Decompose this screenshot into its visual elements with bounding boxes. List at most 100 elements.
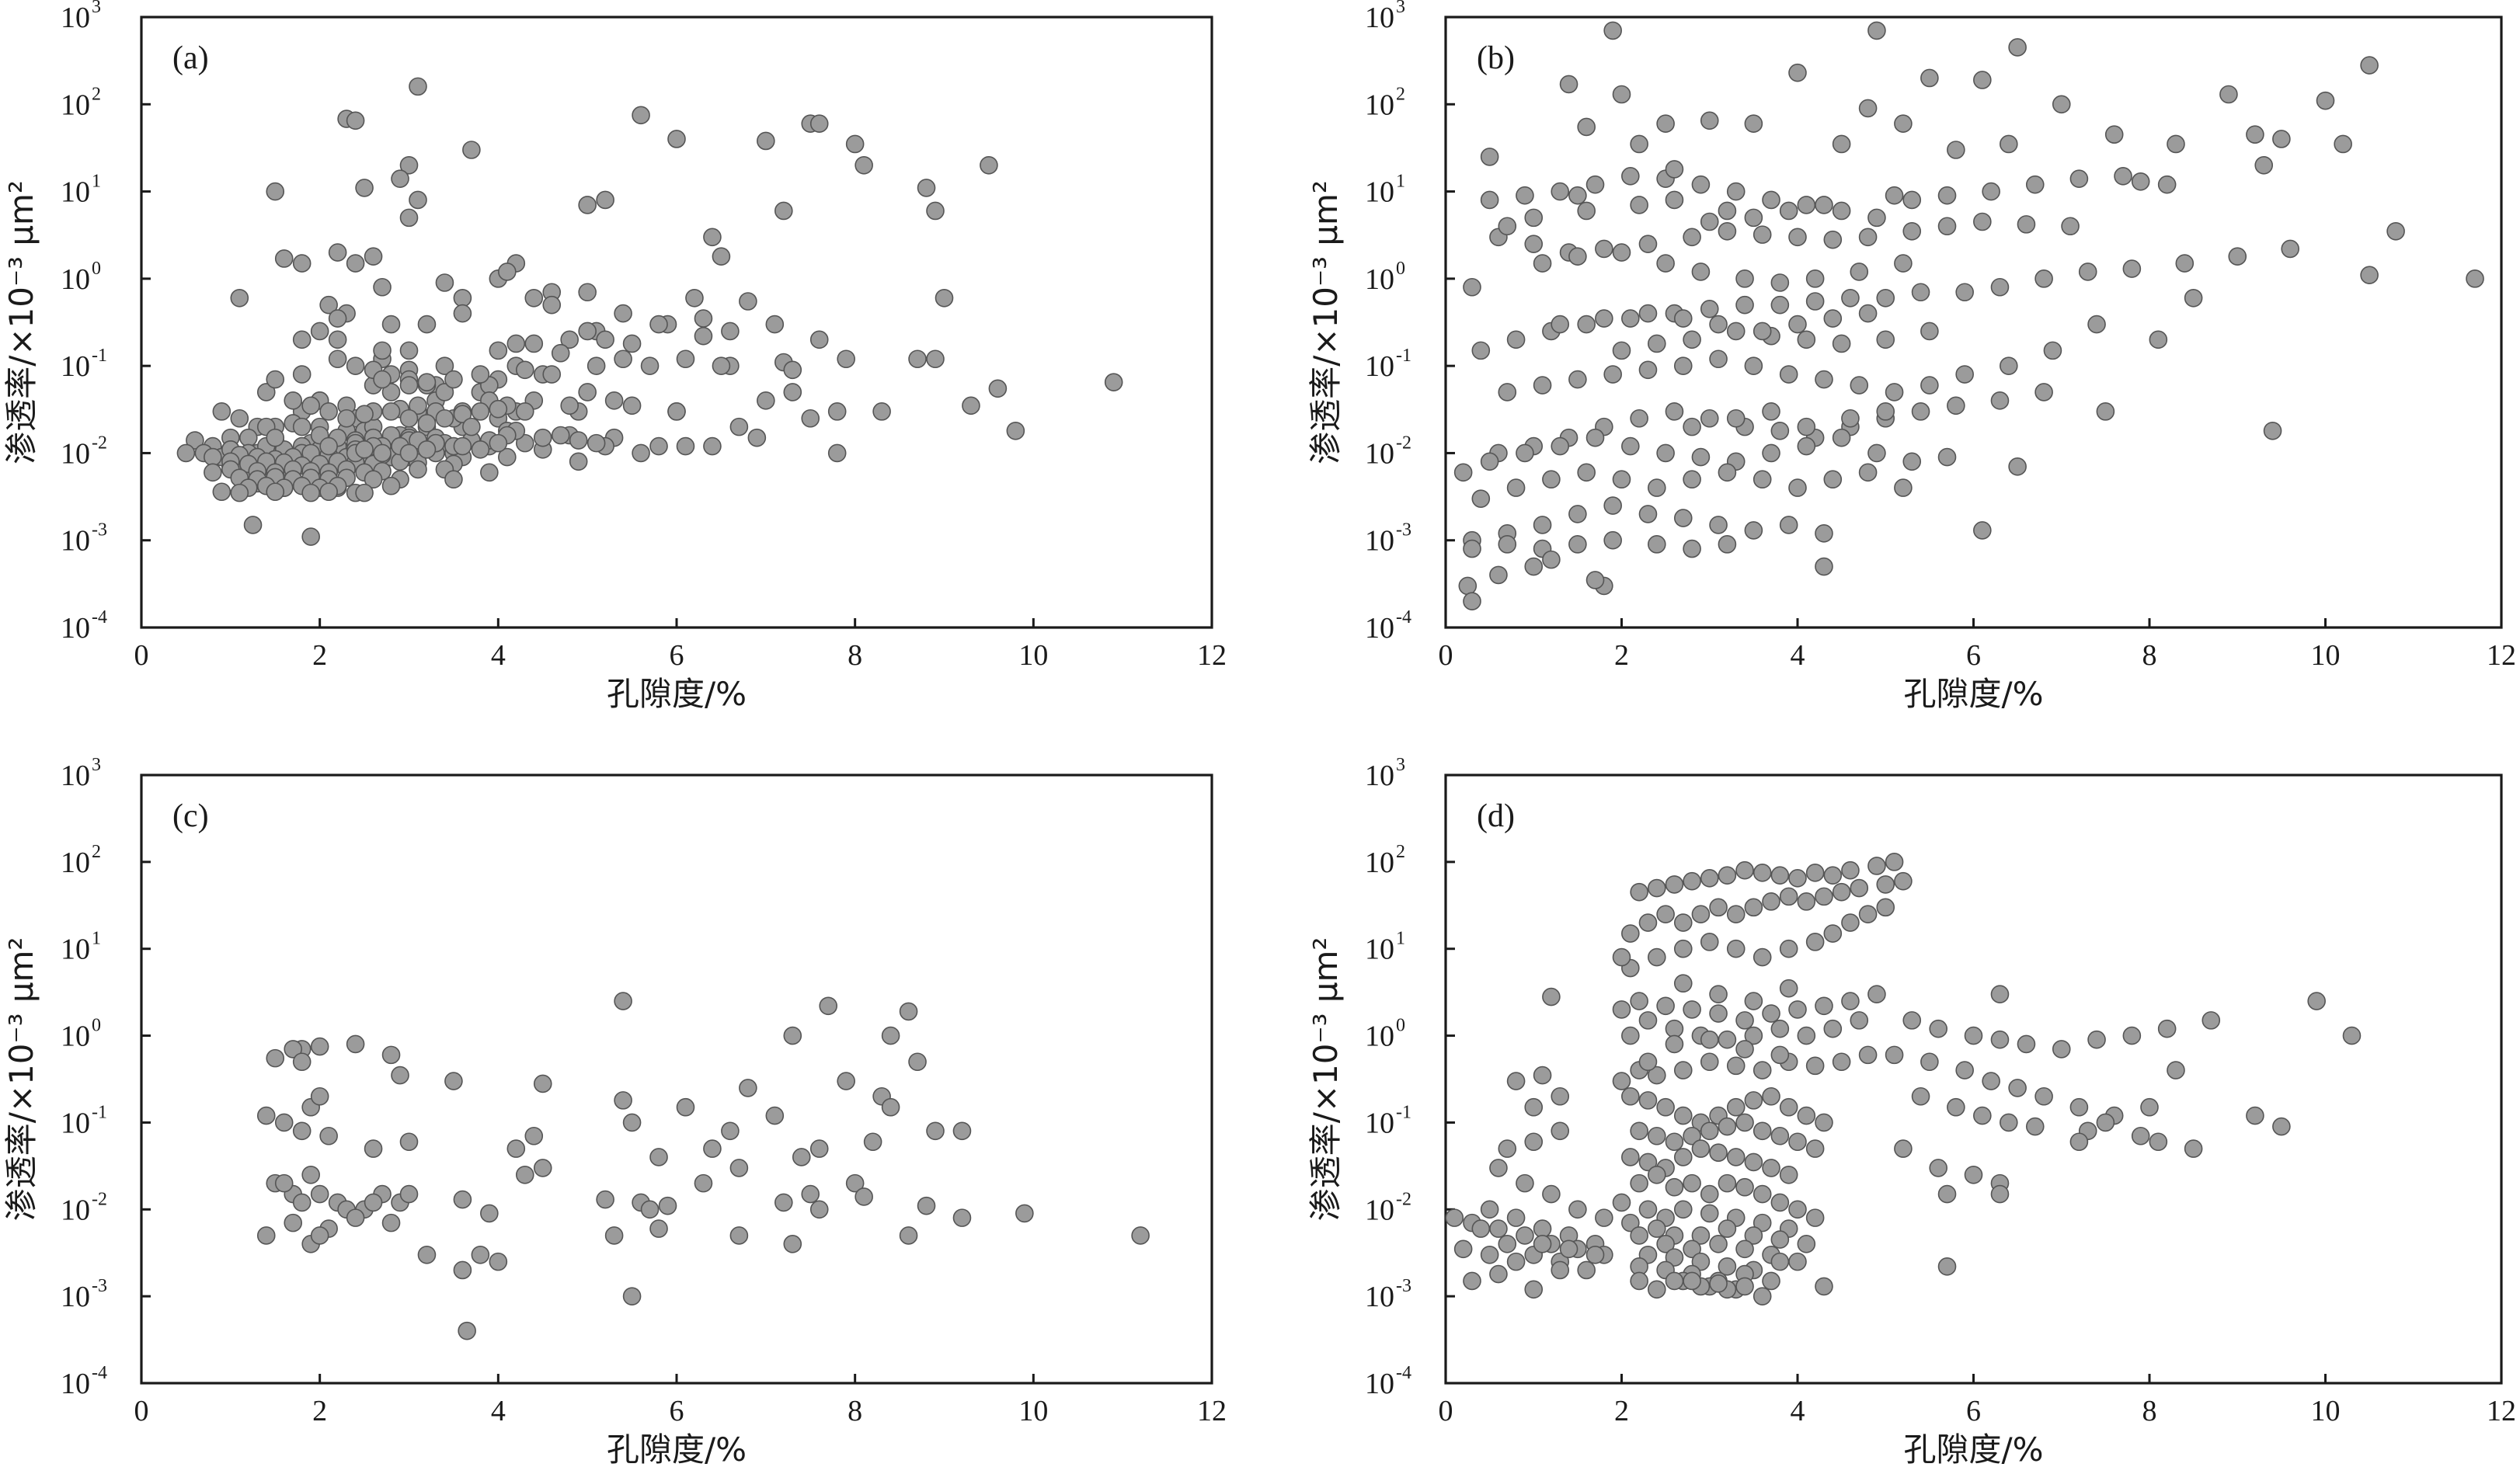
data-point	[1621, 1086, 1640, 1106]
data-point	[614, 1091, 632, 1110]
data-point	[1673, 913, 1693, 932]
data-point	[453, 405, 472, 424]
data-point	[2246, 125, 2264, 144]
data-point	[1612, 470, 1631, 489]
data-point	[355, 179, 374, 197]
data-point	[292, 365, 312, 384]
data-point	[417, 414, 437, 433]
data-point	[1797, 1234, 1816, 1253]
y-tick-exponent-c: -1	[92, 1102, 107, 1122]
data-point	[524, 334, 544, 353]
data-point	[1902, 452, 1922, 471]
y-tick-label-b: 10	[1365, 525, 1394, 558]
data-point	[774, 201, 793, 221]
data-point	[1797, 330, 1816, 349]
x-tick-label-c: 12	[1197, 1395, 1227, 1427]
data-point	[1524, 557, 1544, 576]
data-point	[1718, 221, 1737, 241]
data-point	[1577, 1260, 1596, 1280]
data-point	[256, 383, 276, 402]
data-point	[2061, 217, 2080, 236]
data-points-c	[256, 992, 1150, 1340]
data-point	[1911, 402, 1930, 421]
data-point	[1104, 373, 1123, 391]
data-point	[667, 402, 686, 421]
data-point	[2069, 1097, 2089, 1117]
data-point	[1656, 254, 1675, 273]
x-tick-label-d: 12	[2487, 1395, 2516, 1427]
data-point	[1683, 1173, 1701, 1193]
data-point	[230, 408, 249, 428]
y-tick-label-b: 10	[1365, 2, 1394, 34]
data-point	[1700, 212, 1719, 231]
data-point	[1445, 1208, 1464, 1227]
data-point	[703, 228, 722, 247]
data-point	[355, 440, 374, 459]
data-point	[1762, 1159, 1780, 1177]
data-point	[266, 182, 285, 201]
y-tick-exponent-c: 2	[92, 842, 101, 862]
data-point	[952, 1208, 972, 1227]
data-point	[1524, 1132, 1544, 1152]
data-point	[721, 322, 740, 341]
data-point	[186, 431, 204, 450]
data-point	[1753, 225, 1772, 244]
data-point	[1876, 330, 1895, 349]
data-point	[435, 356, 454, 375]
data-point	[471, 365, 490, 384]
data-point	[694, 309, 713, 328]
data-point	[292, 417, 312, 436]
data-point	[1665, 160, 1684, 179]
y-tick-exponent-a: -3	[92, 520, 107, 541]
y-tick-exponent-d: 2	[1396, 842, 1405, 862]
data-point	[1770, 1230, 1790, 1249]
data-point	[1630, 408, 1648, 428]
data-point	[1902, 221, 1922, 241]
x-tick-label-b: 6	[1966, 639, 1981, 672]
data-point	[1937, 217, 1957, 236]
y-tick-exponent-c: -3	[92, 1276, 107, 1296]
data-point	[1489, 565, 1508, 585]
data-point	[801, 1184, 820, 1204]
data-point	[1683, 228, 1701, 247]
data-point	[676, 1097, 695, 1117]
data-point	[827, 443, 847, 463]
data-point	[1691, 1139, 1711, 1158]
x-tick-label-b: 0	[1439, 639, 1453, 672]
data-point	[399, 443, 419, 463]
data-point	[489, 399, 508, 419]
data-point	[2025, 175, 2045, 194]
data-point	[837, 1072, 855, 1090]
y-tick-label-a: 10	[61, 2, 90, 34]
data-point	[632, 443, 650, 463]
data-point	[1744, 1152, 1763, 1172]
data-point	[2228, 247, 2247, 266]
data-point	[533, 1159, 552, 1177]
data-point	[1709, 985, 1728, 1004]
data-point	[364, 247, 383, 266]
y-tick-exponent-a: 3	[92, 0, 101, 17]
data-point	[2114, 166, 2132, 186]
data-point	[783, 1026, 802, 1045]
data-point	[792, 1148, 811, 1166]
y-tick-exponent-b: -1	[1396, 346, 1411, 366]
data-point	[1867, 21, 1886, 40]
data-point	[2386, 221, 2405, 241]
data-point	[604, 1226, 624, 1245]
data-point	[391, 1066, 409, 1085]
y-tick-label-b: 10	[1365, 612, 1394, 645]
data-point	[578, 383, 597, 402]
data-point	[1691, 447, 1711, 467]
panel-label-a: (a)	[172, 40, 209, 76]
data-point	[1832, 428, 1851, 447]
data-point	[917, 1196, 936, 1215]
data-point	[1577, 315, 1596, 334]
data-point	[1823, 309, 1843, 328]
data-point	[1498, 217, 1517, 236]
data-point	[417, 373, 437, 391]
data-point	[2000, 1113, 2018, 1132]
data-point	[310, 1086, 329, 1106]
data-point	[2034, 1086, 2053, 1106]
data-point	[1876, 402, 1895, 421]
